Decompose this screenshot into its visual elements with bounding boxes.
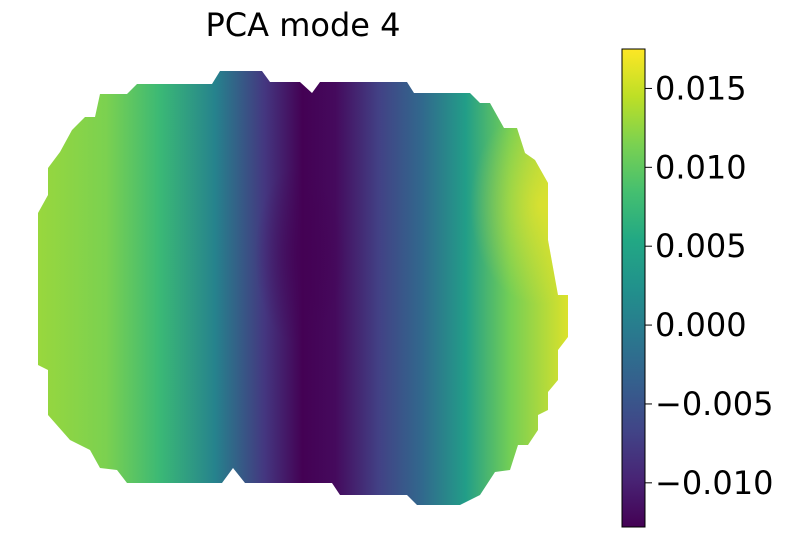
chart-title: PCA mode 4 — [206, 6, 401, 44]
field-darkspot-center — [255, 165, 345, 345]
colorbar-tick-label: −0.005 — [655, 385, 773, 423]
colorbar-tick-label: 0.015 — [655, 69, 747, 107]
colorbar-tick-label: 0.000 — [655, 306, 747, 344]
colorbar-fill — [621, 48, 646, 528]
colorbar: 0.015 0.010 0.005 0.000 −0.005 −0.010 — [621, 48, 773, 528]
field-hotspot-right — [470, 105, 568, 305]
colorbar-tick-label: 0.005 — [655, 227, 747, 265]
colorbar-ticks: 0.015 0.010 0.005 0.000 −0.005 −0.010 — [645, 69, 773, 502]
field-map — [38, 71, 568, 505]
colorbar-tick-label: −0.010 — [655, 464, 773, 502]
colorbar-tick-label: 0.010 — [655, 148, 747, 186]
